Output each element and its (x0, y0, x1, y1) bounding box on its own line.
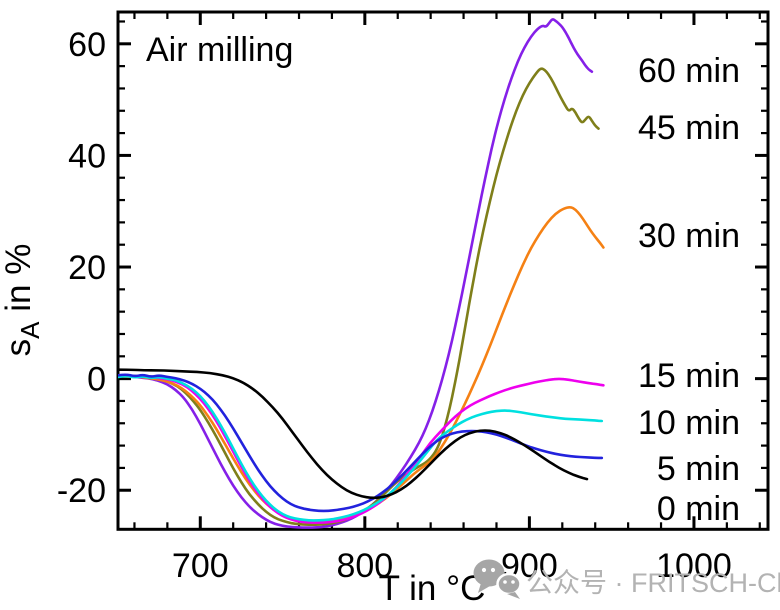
legend-label-0-min: 0 min (657, 490, 740, 528)
x-tick-label: 1000 (656, 547, 732, 585)
y-tick-label: 0 (87, 361, 106, 399)
data-curves (118, 18, 605, 529)
plot-frame (116, 10, 770, 531)
legend-label-5-min: 5 min (657, 450, 740, 488)
y-axis-label: sA in % (0, 244, 45, 357)
y-tick-label: 40 (68, 137, 106, 175)
curve-30-min (118, 205, 605, 524)
y-tick-label: -20 (57, 472, 106, 510)
x-tick-label: 800 (336, 547, 393, 585)
curve-15-min (118, 374, 605, 524)
legend-label-30-min: 30 min (638, 217, 740, 255)
legend-label-10-min: 10 min (638, 404, 740, 442)
wechat-icon (473, 559, 522, 599)
x-tick-label: 700 (172, 547, 229, 585)
x-axis-label: T in °C (379, 569, 486, 608)
watermark: 公众号 · FRITSCH-China (473, 559, 780, 599)
y-tick-label: 60 (68, 26, 106, 64)
curve-10-min (118, 375, 604, 522)
watermark-text: 公众号 · FRITSCH-China (526, 568, 780, 598)
curve-45-min (118, 67, 600, 526)
legend-label-15-min: 15 min (638, 357, 740, 395)
plot-annotation: Air milling (146, 31, 293, 69)
curve-0-min (118, 368, 589, 500)
y-tick-label: 20 (68, 249, 106, 287)
legend-label-60-min: 60 min (638, 52, 740, 90)
legend-label-45-min: 45 min (638, 109, 740, 147)
axis-ticks (118, 12, 768, 530)
curve-60-min (118, 18, 594, 529)
